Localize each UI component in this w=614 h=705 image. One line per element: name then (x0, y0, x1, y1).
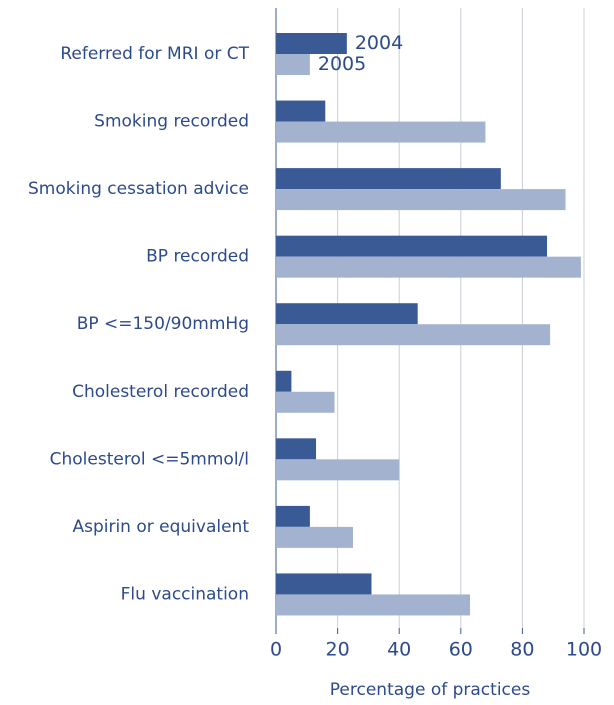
bar (276, 391, 335, 413)
x-tick-label: 20 (326, 639, 350, 661)
bar (276, 256, 581, 278)
bar (276, 189, 566, 211)
legend-label: 2005 (318, 53, 366, 75)
x-tick-label: 0 (270, 639, 282, 661)
legend-label: 2004 (355, 32, 403, 54)
y-tick-label: Cholesterol <=5mmol/l (50, 449, 249, 469)
y-tick-label: Smoking cessation advice (28, 179, 249, 199)
bar (276, 438, 317, 460)
bar (276, 505, 310, 527)
x-tick-label: 40 (387, 639, 411, 661)
bar (276, 168, 501, 190)
y-tick-label: Flu vaccination (121, 584, 249, 604)
y-tick-label: Smoking recorded (94, 112, 249, 132)
bar (276, 526, 353, 548)
y-tick-label: Aspirin or equivalent (72, 517, 249, 537)
x-axis-label: Percentage of practices (330, 680, 531, 700)
bar (276, 303, 418, 325)
bar (276, 235, 548, 257)
bar (276, 33, 347, 54)
bar (276, 54, 310, 75)
y-tick-label: Referred for MRI or CT (60, 44, 249, 64)
bar (276, 573, 372, 595)
y-tick-label: Cholesterol recorded (72, 382, 249, 402)
bar (276, 370, 292, 392)
bar (276, 324, 551, 346)
y-tick-label: BP recorded (146, 247, 249, 267)
x-tick-label: 100 (566, 639, 602, 661)
bar (276, 459, 400, 481)
x-tick-label: 80 (510, 639, 534, 661)
bar (276, 100, 326, 122)
bar (276, 121, 486, 143)
bar (276, 594, 471, 616)
y-tick-label: BP <=150/90mmHg (77, 314, 249, 334)
x-tick-label: 60 (449, 639, 473, 661)
